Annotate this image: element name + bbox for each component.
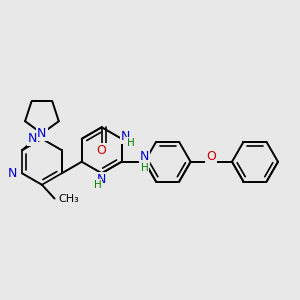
Text: CH₃: CH₃ — [58, 194, 79, 204]
Text: O: O — [97, 145, 106, 158]
Text: N: N — [8, 167, 17, 180]
Text: N: N — [97, 173, 106, 186]
Text: N: N — [37, 127, 46, 140]
Text: H: H — [127, 138, 135, 148]
Text: H: H — [141, 163, 148, 173]
Text: N: N — [140, 150, 149, 163]
Text: N: N — [121, 130, 130, 143]
Text: N: N — [28, 132, 37, 145]
Text: O: O — [206, 150, 216, 163]
Text: H: H — [94, 180, 102, 190]
